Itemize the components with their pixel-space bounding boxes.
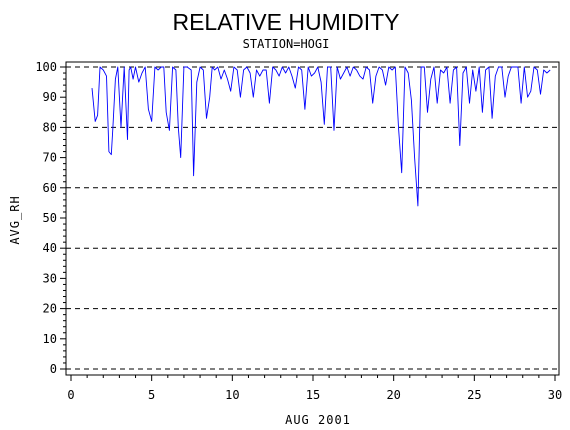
y-tick-label: 60	[43, 181, 57, 195]
series-layer	[91, 66, 551, 207]
reference-lines	[66, 66, 559, 370]
y-tick-label: 80	[43, 120, 57, 134]
series-line	[91, 66, 551, 207]
y-tick-label: 10	[43, 332, 57, 346]
y-tick-label: 50	[43, 211, 57, 225]
chart-subtitle: STATION=HOGI	[243, 37, 330, 51]
x-tick-label: 0	[67, 388, 74, 402]
y-tick-label: 70	[43, 151, 57, 165]
plot-frame	[65, 61, 560, 376]
y-tick-label: 90	[43, 90, 57, 104]
x-tick-label: 20	[386, 388, 400, 402]
y-tick-label: 100	[35, 60, 57, 74]
y-tick-label: 20	[43, 302, 57, 316]
x-tick-label: 30	[548, 388, 562, 402]
x-tick-label: 10	[225, 388, 239, 402]
x-tick-label: 25	[467, 388, 481, 402]
x-axis-label: AUG 2001	[285, 413, 351, 427]
y-axis-label: AVG_RH	[8, 195, 22, 244]
y-tick-label: 40	[43, 241, 57, 255]
x-axis-ticks: 0 5 10 15 20 25 30	[67, 375, 562, 402]
y-tick-label: 0	[50, 362, 57, 376]
chart-title: RELATIVE HUMIDITY	[172, 9, 399, 35]
y-tick-label: 30	[43, 271, 57, 285]
x-tick-label: 5	[148, 388, 155, 402]
x-tick-label: 15	[306, 388, 320, 402]
y-axis-ticks: 0 10 20 30 40 50 60 70 80 90 100	[35, 60, 66, 376]
